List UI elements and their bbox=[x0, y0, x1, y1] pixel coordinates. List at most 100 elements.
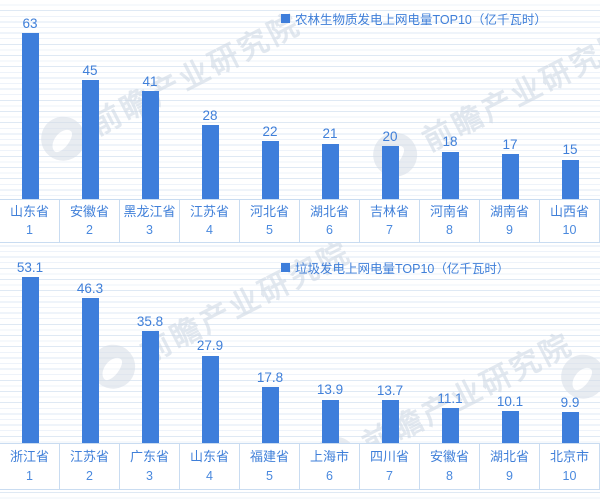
bar-value-label: 20 bbox=[382, 128, 398, 144]
bars-area: 63 45 41 28 22 21 20 18 17 15 bbox=[0, 7, 600, 199]
axis-category-cell: 湖北省 6 bbox=[300, 200, 360, 242]
axis-category-cell: 吉林省 7 bbox=[360, 200, 420, 242]
axis-category-cell: 河南省 8 bbox=[420, 200, 480, 242]
bar-value-label: 10.1 bbox=[496, 393, 524, 409]
axis-rank-label: 4 bbox=[206, 468, 213, 483]
axis-rank-label: 8 bbox=[446, 222, 453, 237]
axis-category-cell: 江苏省 4 bbox=[180, 200, 240, 242]
axis-rank-label: 10 bbox=[562, 222, 577, 237]
bar bbox=[561, 412, 579, 443]
bar bbox=[441, 408, 459, 443]
bars-area: 53.1 46.3 35.8 27.9 17.8 13.9 13.7 11.1 10.1 9.9 bbox=[0, 251, 600, 443]
bar-column: 13.7 bbox=[360, 251, 420, 443]
axis-category-cell: 北京市 10 bbox=[540, 444, 600, 489]
axis-category-label: 广东省 bbox=[129, 449, 169, 465]
axis-rank-label: 10 bbox=[562, 468, 577, 483]
bar-value-label: 41 bbox=[142, 73, 158, 89]
axis-category-cell: 四川省 7 bbox=[360, 444, 420, 489]
axis-category-label: 安徽省 bbox=[69, 204, 109, 220]
bar-column: 10.1 bbox=[480, 251, 540, 443]
bar-column: 28 bbox=[180, 7, 240, 199]
bar-value-label: 27.9 bbox=[196, 338, 224, 354]
axis-category-label: 浙江省 bbox=[9, 449, 49, 465]
axis-rank-label: 9 bbox=[506, 222, 513, 237]
axis-category-label: 山东省 bbox=[9, 204, 49, 220]
bar-column: 21 bbox=[300, 7, 360, 199]
bar-column: 17.8 bbox=[240, 251, 300, 443]
bar-value-label: 17.8 bbox=[256, 369, 284, 385]
axis-rank-label: 1 bbox=[26, 222, 33, 237]
axis-rank-label: 5 bbox=[266, 222, 273, 237]
axis-rank-label: 9 bbox=[506, 468, 513, 483]
axis-rank-label: 6 bbox=[326, 222, 333, 237]
bar bbox=[201, 355, 219, 443]
axis-category-cell: 上海市 6 bbox=[300, 444, 360, 489]
bar-value-label: 18 bbox=[442, 134, 458, 150]
axis-rank-label: 7 bbox=[386, 468, 393, 483]
bar-column: 22 bbox=[240, 7, 300, 199]
axis-category-label: 湖南省 bbox=[489, 204, 529, 220]
axis-category-cell: 河北省 5 bbox=[240, 200, 300, 242]
bar-column: 46.3 bbox=[60, 251, 120, 443]
legend-square-icon bbox=[281, 14, 290, 23]
axis-rank-label: 7 bbox=[386, 222, 393, 237]
bar-value-label: 22 bbox=[262, 123, 278, 139]
axis-category-label: 安徽省 bbox=[429, 449, 469, 465]
axis-category-label: 河南省 bbox=[429, 204, 469, 220]
axis-category-label: 江苏省 bbox=[69, 449, 109, 465]
bar-value-label: 15 bbox=[562, 142, 578, 157]
legend-square-icon bbox=[281, 263, 290, 272]
axis-category-label: 山西省 bbox=[549, 204, 589, 220]
axis-category-label: 湖北省 bbox=[309, 204, 349, 220]
axis-category-cell: 山东省 4 bbox=[180, 444, 240, 489]
axis-category-cell: 山东省 1 bbox=[0, 200, 60, 242]
axis-rank-label: 4 bbox=[206, 222, 213, 237]
legend-label: 农林生物质发电上网电量TOP10（亿千瓦时） bbox=[295, 13, 547, 27]
axis-rank-label: 2 bbox=[86, 222, 93, 237]
bar bbox=[21, 277, 39, 443]
bar-value-label: 11.1 bbox=[437, 390, 463, 406]
bar bbox=[441, 151, 459, 199]
axis-rank-label: 5 bbox=[266, 468, 273, 483]
bar bbox=[381, 400, 399, 443]
axis-category-cell: 广东省 3 bbox=[120, 444, 180, 489]
axis-category-label: 山东省 bbox=[189, 449, 229, 465]
bar-value-label: 53.1 bbox=[16, 259, 44, 275]
bar-value-label: 28 bbox=[202, 107, 218, 123]
axis-table: 浙江省 1 江苏省 2 广东省 3 山东省 4 福建省 5 上海市 6 四川省 7 安徽省 8 湖北省 9 北京市 1… bbox=[0, 443, 600, 490]
bar-value-label: 35.8 bbox=[136, 313, 164, 329]
bar-value-label: 63 bbox=[22, 15, 38, 31]
axis-category-cell: 湖南省 9 bbox=[480, 200, 540, 242]
axis-category-label: 黑龙江省 bbox=[123, 204, 176, 220]
axis-table: 山东省 1 安徽省 2 黑龙江省 3 江苏省 4 河北省 5 湖北省 6 吉林省 7 河南省 8 湖南省 9 山西省… bbox=[0, 199, 600, 243]
axis-category-label: 湖北省 bbox=[489, 449, 529, 465]
bar-column: 35.8 bbox=[120, 251, 180, 443]
bar bbox=[261, 387, 279, 443]
axis-category-cell: 福建省 5 bbox=[240, 444, 300, 489]
axis-category-label: 上海市 bbox=[309, 449, 349, 465]
bar-column: 63 bbox=[0, 7, 60, 199]
bar-column: 20 bbox=[360, 7, 420, 199]
axis-category-cell: 山西省 10 bbox=[540, 200, 600, 242]
bar-value-label: 46.3 bbox=[76, 280, 104, 296]
bar-value-label: 45 bbox=[82, 62, 98, 78]
bar-column: 9.9 bbox=[540, 251, 600, 443]
chart-legend: 垃圾发电上网电量TOP10（亿千瓦时） bbox=[281, 258, 509, 277]
bar-value-label: 13.7 bbox=[376, 382, 404, 398]
bar-column: 11.1 bbox=[420, 251, 480, 443]
bar bbox=[201, 125, 219, 199]
axis-category-label: 吉林省 bbox=[369, 204, 409, 220]
bar bbox=[381, 146, 399, 199]
axis-category-cell: 江苏省 2 bbox=[60, 444, 120, 489]
axis-category-cell: 安徽省 8 bbox=[420, 444, 480, 489]
axis-category-label: 福建省 bbox=[249, 449, 289, 465]
bar bbox=[321, 143, 339, 199]
bar-column: 15 bbox=[540, 7, 600, 199]
legend-label: 垃圾发电上网电量TOP10（亿千瓦时） bbox=[295, 262, 510, 276]
bar bbox=[141, 91, 159, 199]
bar bbox=[501, 154, 519, 199]
bar-column: 53.1 bbox=[0, 251, 60, 443]
bar-value-label: 9.9 bbox=[560, 394, 580, 410]
bar-value-label: 21 bbox=[322, 126, 338, 142]
